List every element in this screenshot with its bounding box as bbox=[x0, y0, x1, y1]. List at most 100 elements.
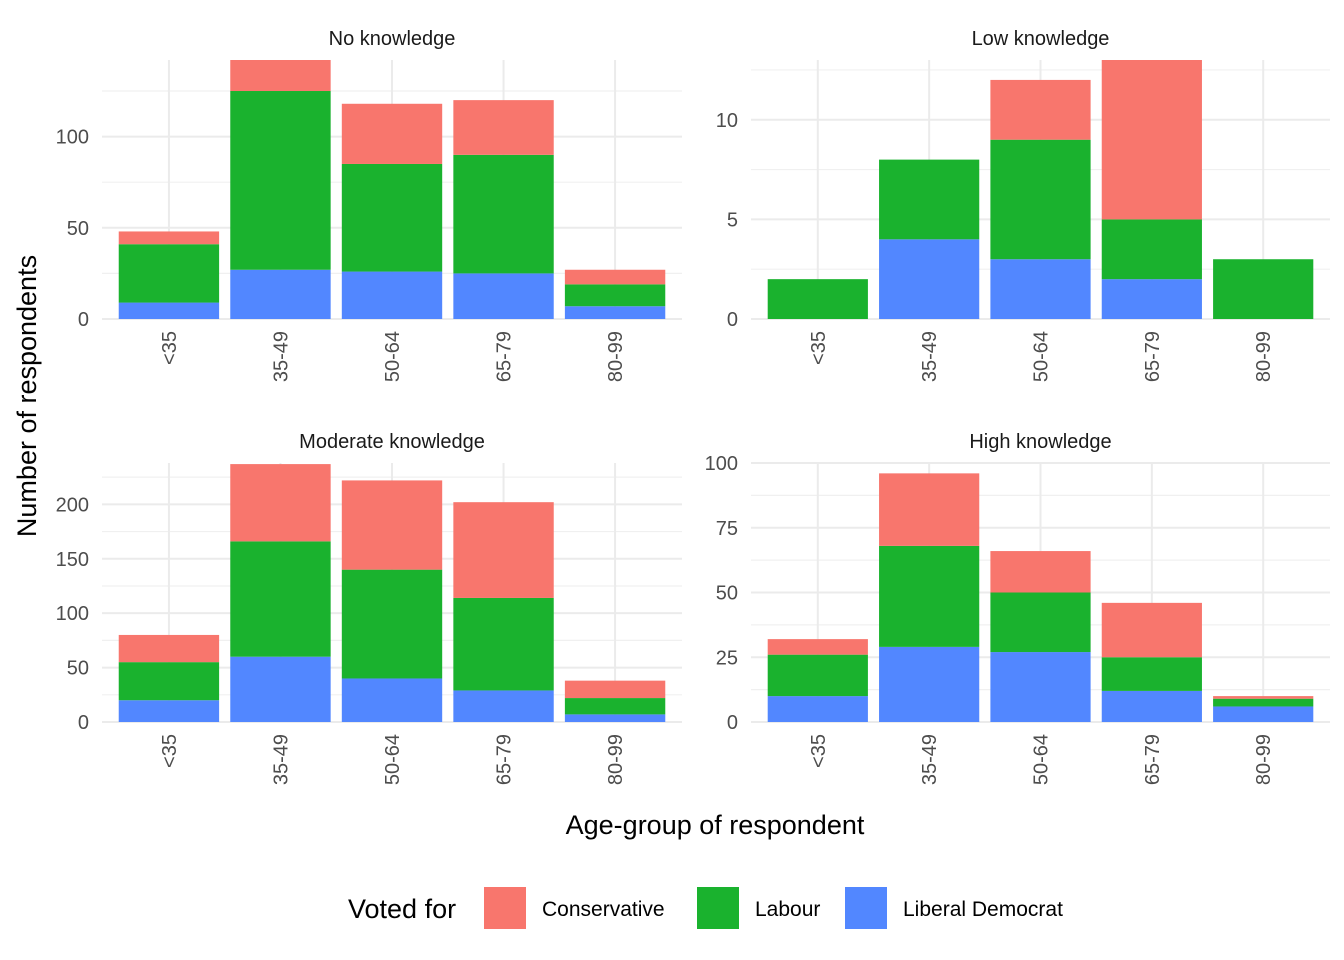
bar-no-knowledge-50-64-liberal-democrat bbox=[341, 271, 443, 319]
x-tick-label: 35-49 bbox=[919, 734, 941, 785]
bar-moderate-knowledge-80-99-conservative bbox=[564, 680, 666, 699]
panel-low-knowledge: Low knowledge 0 5 10 <35 35-49 50-64 65-79 80-99 bbox=[716, 28, 1330, 382]
bar-low-knowledge-80-99-labour bbox=[1213, 259, 1314, 319]
x-tick-label: 35-49 bbox=[270, 331, 292, 382]
bar-no-knowledge-65-79-labour bbox=[453, 154, 554, 274]
bar-no-knowledge-65-79-conservative bbox=[453, 100, 554, 155]
panel-moderate-knowledge: Moderate knowledge 0 50 100 150 200 <35 35-49 50… bbox=[56, 431, 682, 785]
bar-moderate-knowledge-35-49-labour bbox=[230, 541, 331, 657]
bar-high-knowledge-80-99-labour bbox=[1213, 698, 1314, 707]
bar-high-knowledge-65-79-conservative bbox=[1101, 602, 1202, 658]
bar-low-knowledge-50-64-liberal-democrat bbox=[990, 259, 1091, 319]
x-tick-label: 35-49 bbox=[270, 734, 292, 785]
bar-high-knowledge-50-64-conservative bbox=[990, 551, 1091, 593]
bar-no-knowledge-35-49-conservative bbox=[230, 60, 331, 92]
bar-moderate-knowledge-50-64-liberal-democrat bbox=[341, 678, 443, 722]
panel-no-knowledge: No knowledge 0 50 100 <35 35-49 50-64 65-79 80-9… bbox=[56, 28, 682, 382]
y-tick-label: 0 bbox=[727, 712, 738, 734]
bar-high-knowledge-35-49-liberal-democrat bbox=[879, 646, 980, 722]
x-axis-title: Age-group of respondent bbox=[566, 810, 865, 840]
y-tick-label: 50 bbox=[716, 583, 738, 605]
y-tick-label: 50 bbox=[67, 658, 89, 680]
panel-title-high-knowledge: High knowledge bbox=[969, 431, 1111, 453]
bar-moderate-knowledge-35-conservative bbox=[118, 634, 220, 663]
y-tick-label: 100 bbox=[705, 453, 738, 475]
x-tick-label: 80-99 bbox=[1253, 734, 1275, 785]
bar-moderate-knowledge-50-64-conservative bbox=[341, 480, 443, 570]
y-tick-label: 10 bbox=[716, 110, 738, 132]
bar-low-knowledge-65-79-liberal-democrat bbox=[1101, 279, 1202, 319]
x-tick-label: 65-79 bbox=[1142, 331, 1164, 382]
legend-label-conservative: Conservative bbox=[542, 898, 665, 921]
bar-no-knowledge-50-64-labour bbox=[341, 163, 443, 272]
bar-moderate-knowledge-65-79-labour bbox=[453, 597, 554, 691]
legend-key-conservative bbox=[484, 887, 526, 929]
x-tick-label: 65-79 bbox=[494, 734, 516, 785]
x-tick-label: <35 bbox=[808, 331, 830, 365]
y-tick-label: 50 bbox=[67, 218, 89, 240]
x-tick-label: 50-64 bbox=[382, 331, 404, 382]
bar-moderate-knowledge-35-labour bbox=[118, 662, 220, 701]
bar-no-knowledge-35-labour bbox=[118, 244, 220, 303]
bar-no-knowledge-35-liberal-democrat bbox=[118, 302, 220, 319]
y-tick-label: 0 bbox=[78, 309, 89, 331]
y-tick-label: 150 bbox=[56, 549, 89, 571]
x-tick-label: <35 bbox=[808, 734, 830, 768]
bar-no-knowledge-50-64-conservative bbox=[341, 103, 443, 164]
bar-no-knowledge-65-79-liberal-democrat bbox=[453, 273, 554, 319]
panel-high-knowledge: High knowledge 0 25 50 75 100 <35 35-49 50-64 65-… bbox=[705, 431, 1330, 785]
x-tick-label: <35 bbox=[159, 331, 181, 365]
x-tick-label: 35-49 bbox=[919, 331, 941, 382]
bar-high-knowledge-35-liberal-democrat bbox=[767, 696, 868, 722]
x-tick-label: 80-99 bbox=[1253, 331, 1275, 382]
bar-moderate-knowledge-80-99-liberal-democrat bbox=[564, 714, 666, 722]
legend: Voted for Conservative Labour Liberal De… bbox=[348, 887, 1063, 929]
y-tick-label: 0 bbox=[78, 712, 89, 734]
bar-high-knowledge-80-99-conservative bbox=[1213, 696, 1314, 699]
bar-moderate-knowledge-65-79-liberal-democrat bbox=[453, 690, 554, 722]
bar-no-knowledge-80-99-liberal-democrat bbox=[564, 306, 666, 319]
panel-title-low-knowledge: Low knowledge bbox=[972, 28, 1110, 50]
bar-low-knowledge-35-labour bbox=[767, 279, 868, 319]
y-tick-label: 25 bbox=[716, 647, 738, 669]
bar-low-knowledge-50-64-labour bbox=[990, 139, 1091, 260]
y-tick-label: 75 bbox=[716, 518, 738, 540]
panel-title-no-knowledge: No knowledge bbox=[329, 28, 456, 50]
bar-no-knowledge-35-49-liberal-democrat bbox=[230, 269, 331, 319]
x-tick-label: 80-99 bbox=[605, 734, 627, 785]
legend-key-liberal-democrat bbox=[845, 887, 887, 929]
bar-no-knowledge-35-49-labour bbox=[230, 91, 331, 270]
bar-low-knowledge-35-49-liberal-democrat bbox=[879, 239, 980, 319]
bar-high-knowledge-35-49-conservative bbox=[879, 473, 980, 546]
panel-title-moderate-knowledge: Moderate knowledge bbox=[299, 431, 485, 453]
bar-low-knowledge-50-64-conservative bbox=[990, 79, 1091, 140]
bar-high-knowledge-50-64-labour bbox=[990, 592, 1091, 653]
bar-moderate-knowledge-35-49-conservative bbox=[230, 464, 331, 542]
y-tick-label: 100 bbox=[56, 127, 89, 149]
bar-high-knowledge-35-49-labour bbox=[879, 545, 980, 647]
x-tick-label: 50-64 bbox=[1031, 331, 1053, 382]
bar-moderate-knowledge-80-99-labour bbox=[564, 698, 666, 715]
legend-label-labour: Labour bbox=[755, 898, 820, 921]
bar-high-knowledge-50-64-liberal-democrat bbox=[990, 652, 1091, 722]
legend-label-liberal-democrat: Liberal Democrat bbox=[903, 898, 1063, 921]
bar-moderate-knowledge-35-49-liberal-democrat bbox=[230, 656, 331, 722]
bar-low-knowledge-65-79-labour bbox=[1101, 219, 1202, 280]
bar-high-knowledge-80-99-liberal-democrat bbox=[1213, 706, 1314, 722]
bar-moderate-knowledge-35-liberal-democrat bbox=[118, 700, 220, 722]
x-tick-label: 65-79 bbox=[1142, 734, 1164, 785]
bar-high-knowledge-65-79-labour bbox=[1101, 657, 1202, 691]
bar-no-knowledge-80-99-conservative bbox=[564, 269, 666, 285]
legend-key-labour bbox=[697, 887, 739, 929]
y-axis-title: Number of respondents bbox=[12, 255, 42, 537]
bar-moderate-knowledge-50-64-labour bbox=[341, 569, 443, 679]
x-tick-label: 50-64 bbox=[382, 734, 404, 785]
y-tick-label: 200 bbox=[56, 494, 89, 516]
bar-no-knowledge-35-conservative bbox=[118, 231, 220, 245]
legend-title: Voted for bbox=[348, 894, 456, 924]
bar-high-knowledge-35-conservative bbox=[767, 639, 868, 655]
bar-high-knowledge-35-labour bbox=[767, 654, 868, 697]
y-tick-label: 100 bbox=[56, 603, 89, 625]
